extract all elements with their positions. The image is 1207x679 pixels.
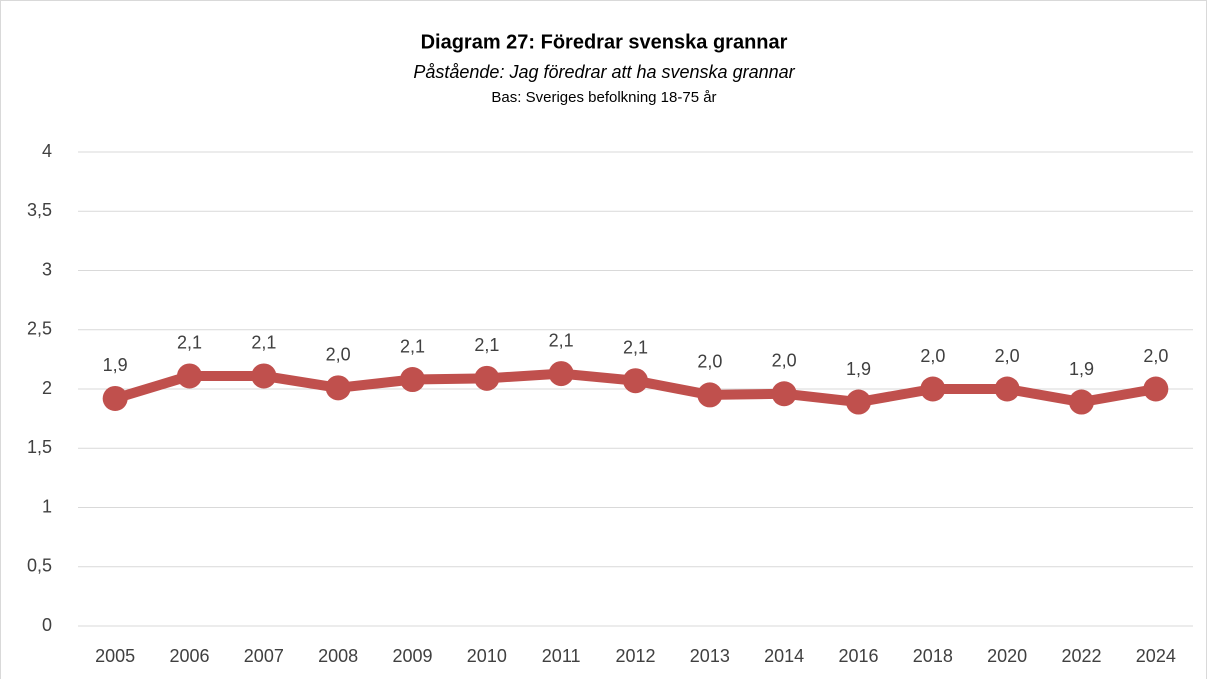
data-point	[102, 385, 128, 411]
x-tick-label: 2018	[913, 646, 953, 666]
data-point	[474, 365, 500, 391]
x-tick-label: 2006	[169, 646, 209, 666]
data-label: 2,1	[177, 333, 202, 353]
data-point	[177, 363, 202, 389]
chart-subtitle: Påstående: Jag föredrar att ha svenska g…	[413, 62, 795, 82]
x-tick-label: 2020	[987, 646, 1027, 666]
chart-title: Diagram 27: Föredrar svenska grannar	[421, 31, 788, 53]
chart-note: Bas: Sveriges befolkning 18-75 år	[491, 89, 716, 106]
data-label: 2,0	[1143, 346, 1168, 366]
data-label: 2,1	[251, 333, 276, 353]
x-tick-label: 2010	[467, 646, 507, 666]
data-point	[623, 368, 648, 394]
data-point	[1143, 376, 1169, 402]
data-label: 1,9	[103, 355, 128, 375]
data-label: 2,1	[400, 336, 425, 356]
data-point	[251, 363, 277, 389]
data-label: 2,0	[920, 346, 945, 366]
data-point	[697, 382, 723, 408]
data-label: 2,1	[549, 330, 574, 350]
data-point	[994, 376, 1020, 402]
data-point	[920, 376, 946, 402]
x-tick-label: 2014	[764, 646, 804, 666]
data-label: 1,9	[1069, 359, 1094, 379]
y-tick-label: 0	[42, 615, 52, 635]
data-label: 2,0	[995, 346, 1020, 366]
data-point	[771, 381, 797, 407]
x-tick-label: 2008	[318, 646, 358, 666]
data-label: 1,9	[846, 359, 871, 379]
y-tick-label: 1,5	[27, 437, 52, 457]
data-label: 2,0	[697, 352, 722, 372]
data-label: 2,1	[474, 335, 499, 355]
data-label: 2,1	[623, 337, 648, 357]
data-label: 2,0	[326, 345, 351, 365]
x-tick-label: 2009	[392, 646, 432, 666]
data-point	[325, 375, 351, 401]
y-tick-label: 2,5	[27, 319, 52, 339]
y-tick-label: 3	[42, 259, 52, 279]
y-tick-label: 2	[42, 378, 52, 398]
x-tick-label: 2016	[838, 646, 878, 666]
x-tick-label: 2011	[542, 646, 581, 666]
y-tick-label: 1	[42, 496, 52, 516]
y-tick-label: 4	[42, 141, 52, 161]
data-point	[846, 389, 871, 415]
y-tick-label: 0,5	[27, 556, 52, 576]
y-tick-label: 3,5	[27, 200, 52, 220]
x-tick-label: 2005	[95, 646, 135, 666]
data-point	[1069, 389, 1094, 415]
data-label: 2,0	[772, 350, 797, 370]
x-tick-label: 2012	[615, 646, 655, 666]
data-point	[400, 367, 425, 393]
data-point	[548, 361, 574, 387]
x-tick-label: 2007	[244, 646, 284, 666]
x-tick-label: 2024	[1136, 646, 1176, 666]
x-tick-label: 2013	[690, 646, 730, 666]
x-tick-label: 2022	[1061, 646, 1101, 666]
